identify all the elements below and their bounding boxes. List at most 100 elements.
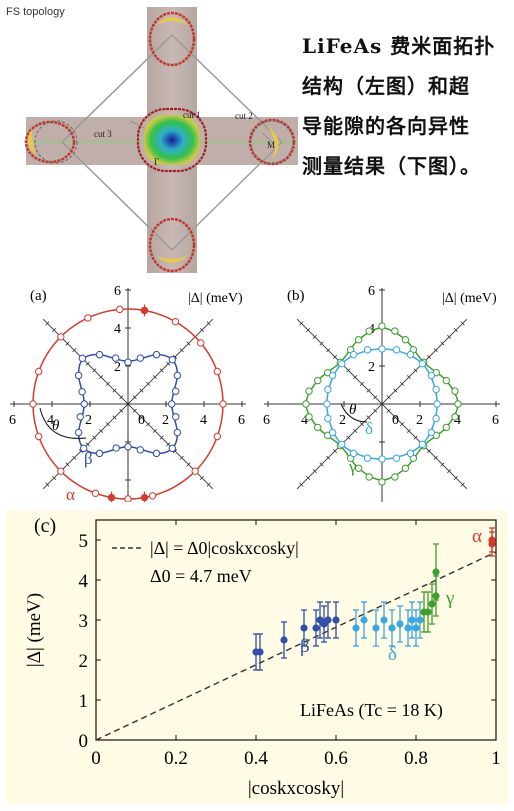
diagonal-tick	[139, 415, 144, 420]
panel-label: (b)	[287, 288, 305, 304]
y-tick-label: 4	[114, 322, 121, 337]
theta-arrow	[340, 403, 368, 423]
diagonal-tick	[306, 475, 311, 480]
data-point	[354, 336, 363, 344]
data-point	[412, 624, 420, 632]
data-point	[392, 346, 401, 354]
data-point	[404, 624, 412, 632]
diagonal-tick	[413, 368, 418, 373]
diagonal-tick	[299, 482, 304, 487]
data-point	[79, 444, 88, 453]
data-point	[427, 371, 436, 380]
data-point	[391, 327, 399, 335]
data-point	[305, 413, 313, 421]
data-point	[124, 358, 132, 366]
data-point	[401, 464, 410, 472]
data-point	[406, 350, 415, 359]
data-point	[314, 376, 322, 385]
data-point	[454, 400, 462, 408]
m-point-label: M	[267, 140, 275, 150]
diagonal-tick	[146, 422, 151, 427]
data-point	[391, 473, 399, 481]
radial-axis-label: |Δ| (meV)	[442, 291, 497, 306]
diagonal-tick	[206, 482, 211, 487]
series-label: γ	[348, 457, 357, 476]
data-point	[323, 400, 331, 408]
data-point	[401, 336, 410, 344]
series-label: γ	[445, 588, 454, 609]
data-point	[416, 616, 424, 624]
data-point	[140, 493, 149, 502]
data-point	[392, 454, 401, 462]
data-point	[84, 314, 92, 322]
x-tick-label: 4	[454, 413, 461, 428]
diagonal-tick	[353, 428, 358, 433]
diagonal-tick	[166, 361, 171, 366]
diagonal-tick	[312, 469, 317, 474]
gamma-point-label: Γ	[154, 157, 159, 167]
series-label: α	[472, 526, 482, 547]
data-point	[388, 624, 396, 632]
data-point	[95, 350, 104, 359]
diagonal-tick	[179, 348, 184, 353]
data-point	[433, 400, 441, 408]
data-point	[424, 608, 432, 616]
x-tick-label: 0.4	[244, 748, 268, 769]
series-label: δ	[388, 644, 397, 665]
x-tick-label: 0.2	[164, 748, 188, 769]
data-point	[328, 428, 337, 437]
diagonal-tick	[85, 442, 90, 447]
data-point	[378, 322, 386, 330]
diagonal-tick	[400, 381, 405, 386]
x-tick-label: 4	[47, 413, 54, 428]
data-point	[363, 454, 372, 462]
y-axis-label: |Δ| (meV)	[24, 593, 45, 667]
y-tick-label: 4	[79, 571, 89, 592]
diagonal-tick	[52, 475, 57, 480]
data-point	[349, 350, 358, 359]
data-point	[74, 371, 83, 380]
diagonal-tick	[146, 381, 151, 386]
diagonal-tick	[119, 408, 124, 413]
data-point	[168, 444, 177, 453]
data-point	[432, 385, 440, 394]
data-point	[35, 367, 43, 376]
data-point	[168, 355, 177, 364]
fermi-surface-image: cut 1 cut 2 cut 3 Γ M	[24, 7, 298, 273]
data-point	[312, 624, 320, 632]
polar-chart-a: 2 2 2 4 4 4 6 6 6 0 (a) |Δ| (meV) θ αβ	[9, 284, 246, 502]
diagonal-tick	[332, 354, 338, 360]
diagonal-tick	[78, 448, 84, 454]
data-point	[152, 449, 161, 458]
diagonal-tick	[393, 388, 398, 393]
y-tick-label: 0	[79, 731, 89, 752]
x-axis-label: |coskxcosky|	[248, 778, 344, 799]
panel-label: (c)	[34, 515, 56, 537]
diagonal-tick	[426, 448, 432, 454]
data-point	[365, 473, 373, 481]
diagonal-tick	[99, 428, 104, 433]
diagonal-tick	[139, 388, 144, 393]
data-point	[136, 354, 144, 362]
diagonal-tick	[366, 415, 371, 420]
data-point	[172, 387, 180, 395]
y-tick-label: 2	[368, 360, 375, 375]
data-point	[213, 432, 221, 441]
chart-annotation: LiFeAs (Tc = 18 K)	[300, 700, 443, 721]
diagonal-tick	[453, 328, 458, 333]
data-point	[95, 449, 104, 458]
data-point	[116, 305, 124, 314]
diagonal-tick	[406, 428, 411, 433]
y-tick-label: 3	[79, 611, 89, 632]
data-point	[418, 440, 427, 449]
diagonal-tick	[406, 375, 411, 380]
diagonal-tick	[359, 381, 364, 386]
x-tick-label: 0.8	[404, 748, 428, 769]
x-tick-label: 6	[492, 413, 499, 428]
data-point	[372, 624, 380, 632]
data-point	[314, 423, 322, 432]
data-point	[337, 440, 346, 449]
diagonal-tick	[386, 395, 391, 400]
diagonal-tick	[99, 375, 104, 380]
origin-label: 0	[138, 413, 145, 428]
